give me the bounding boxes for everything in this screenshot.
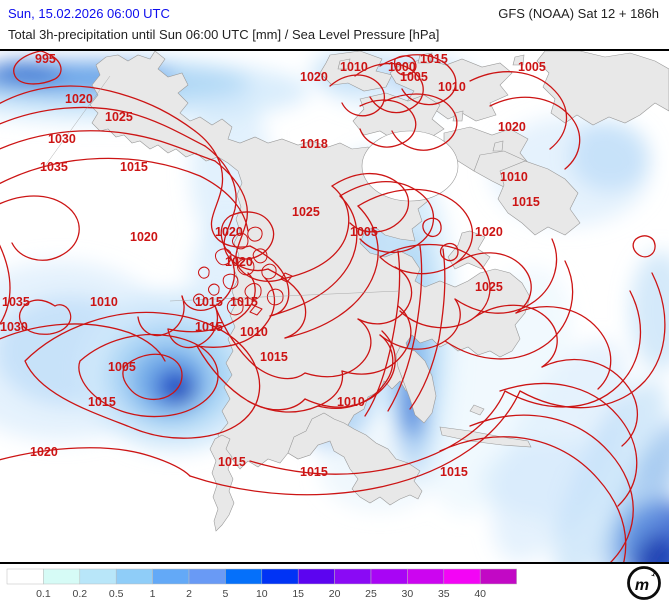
svg-text:1005: 1005 xyxy=(518,60,546,74)
svg-text:30: 30 xyxy=(402,588,414,600)
svg-text:1015: 1015 xyxy=(195,320,223,334)
svg-text:1020: 1020 xyxy=(215,225,243,239)
svg-text:1020: 1020 xyxy=(30,445,58,459)
svg-text:1035: 1035 xyxy=(2,295,30,309)
svg-text:0.1: 0.1 xyxy=(36,588,51,600)
svg-text:1020: 1020 xyxy=(300,70,328,84)
svg-text:1010: 1010 xyxy=(438,80,466,94)
svg-text:1015: 1015 xyxy=(195,295,223,309)
svg-text:1020: 1020 xyxy=(225,255,253,269)
svg-text:1010: 1010 xyxy=(337,395,365,409)
svg-text:1015: 1015 xyxy=(512,195,540,209)
svg-text:1030: 1030 xyxy=(48,132,76,146)
svg-text:995: 995 xyxy=(35,52,56,66)
svg-text:10: 10 xyxy=(256,588,268,600)
svg-text:1018: 1018 xyxy=(300,137,328,151)
svg-text:1015: 1015 xyxy=(120,160,148,174)
svg-text:1015: 1015 xyxy=(88,395,116,409)
svg-text:1015: 1015 xyxy=(440,465,468,479)
svg-text:1010: 1010 xyxy=(240,325,268,339)
svg-text:1020: 1020 xyxy=(498,120,526,134)
svg-text:1025: 1025 xyxy=(292,205,320,219)
svg-text:1010: 1010 xyxy=(500,170,528,184)
svg-text:1015: 1015 xyxy=(260,350,288,364)
svg-text:40: 40 xyxy=(474,588,486,600)
svg-text:1015: 1015 xyxy=(420,52,448,66)
svg-text:1005: 1005 xyxy=(108,360,136,374)
svg-text:1035: 1035 xyxy=(40,160,68,174)
svg-text:1030: 1030 xyxy=(0,320,28,334)
svg-text:1015: 1015 xyxy=(218,455,246,469)
svg-text:1015: 1015 xyxy=(230,295,258,309)
svg-text:1020: 1020 xyxy=(130,230,158,244)
svg-text:1005: 1005 xyxy=(350,225,378,239)
svg-text:1005: 1005 xyxy=(400,70,428,84)
svg-text:1020: 1020 xyxy=(65,92,93,106)
svg-text:5: 5 xyxy=(222,588,228,600)
svg-text:35: 35 xyxy=(438,588,450,600)
svg-text:25: 25 xyxy=(365,588,377,600)
svg-text:15: 15 xyxy=(292,588,304,600)
svg-text:1010: 1010 xyxy=(90,295,118,309)
svg-text:2: 2 xyxy=(186,588,192,600)
svg-text:1: 1 xyxy=(150,588,156,600)
svg-text:1015: 1015 xyxy=(300,465,328,479)
svg-text:1010: 1010 xyxy=(340,60,368,74)
svg-text:20: 20 xyxy=(329,588,341,600)
svg-text:1020: 1020 xyxy=(475,225,503,239)
svg-text:0.2: 0.2 xyxy=(72,588,87,600)
svg-text:m: m xyxy=(635,577,649,594)
svg-text:0.5: 0.5 xyxy=(109,588,124,600)
svg-text:1025: 1025 xyxy=(475,280,503,294)
svg-text:1025: 1025 xyxy=(105,110,133,124)
